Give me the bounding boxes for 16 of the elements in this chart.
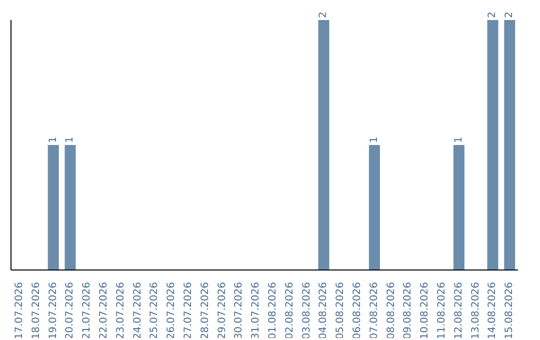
x-tick-label: 10.08.2026 [420, 282, 431, 340]
data-label: 1 [48, 136, 59, 143]
x-tick-label: 19.07.2026 [48, 282, 59, 340]
x-tick-label: 15.08.2026 [504, 282, 516, 340]
x-tick-label: 12.08.2026 [453, 282, 464, 340]
x-tick-label: 13.08.2026 [470, 282, 482, 340]
x-tick-label: 14.08.2026 [487, 282, 498, 340]
x-tick-label: 11.08.2026 [436, 282, 448, 340]
data-label: 1 [64, 136, 76, 143]
data-label: 2 [504, 12, 516, 18]
data-label: 2 [487, 12, 498, 18]
x-tick-label: 18.07.2026 [30, 282, 42, 340]
data-label: 1 [368, 136, 380, 143]
data-label: 2 [318, 12, 330, 18]
data-label: 1 [453, 136, 464, 143]
x-tick-label: 17.07.2026 [14, 282, 25, 340]
